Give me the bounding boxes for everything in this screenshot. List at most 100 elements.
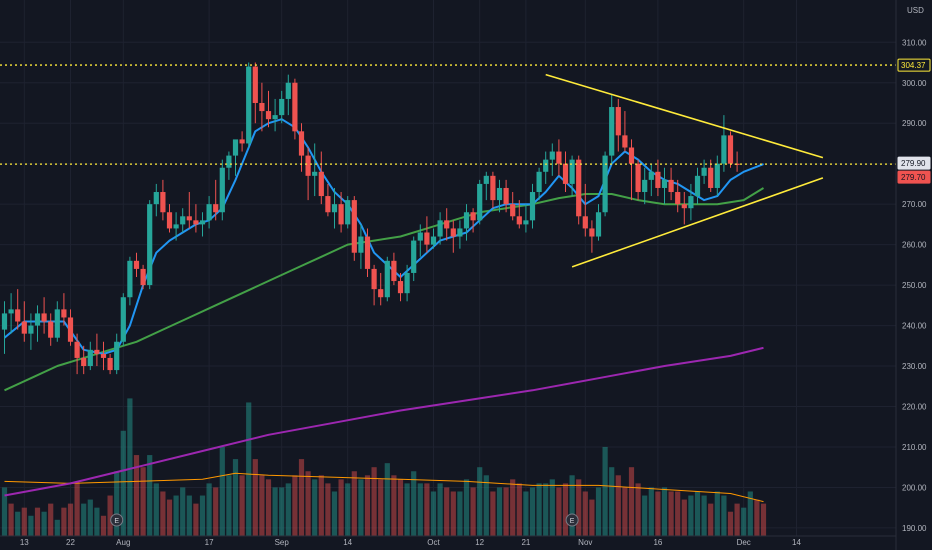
- candle-body[interactable]: [384, 260, 390, 298]
- candle-body[interactable]: [734, 163, 740, 165]
- candle-body[interactable]: [424, 232, 430, 245]
- candle-body[interactable]: [378, 289, 384, 298]
- candle-body[interactable]: [140, 268, 146, 286]
- candle-body[interactable]: [186, 216, 192, 221]
- candle-body[interactable]: [219, 167, 225, 213]
- candle-body[interactable]: [67, 317, 74, 342]
- candle-body[interactable]: [701, 167, 707, 176]
- candle-body[interactable]: [285, 82, 291, 99]
- candle-body[interactable]: [94, 349, 100, 354]
- candle-body[interactable]: [292, 82, 298, 132]
- candle-body[interactable]: [417, 232, 423, 241]
- candles[interactable]: [1, 62, 740, 375]
- candle-body[interactable]: [510, 204, 516, 217]
- candle-body[interactable]: [536, 171, 542, 193]
- candle-body[interactable]: [153, 192, 159, 205]
- candle-body[interactable]: [305, 155, 311, 176]
- candle-body[interactable]: [549, 151, 555, 160]
- candle-body[interactable]: [1, 313, 8, 330]
- candle-body[interactable]: [54, 309, 60, 338]
- candle-body[interactable]: [470, 212, 476, 221]
- candle-body[interactable]: [655, 171, 661, 188]
- candle-body[interactable]: [668, 179, 674, 193]
- candle-body[interactable]: [107, 357, 113, 371]
- candle-body[interactable]: [81, 357, 87, 367]
- trendline[interactable]: [545, 73, 824, 159]
- candle-body[interactable]: [694, 175, 701, 197]
- candle-body[interactable]: [503, 187, 509, 205]
- candle-body[interactable]: [562, 163, 569, 184]
- candle-body[interactable]: [246, 66, 252, 144]
- candle-body[interactable]: [279, 98, 285, 116]
- candle-body[interactable]: [556, 151, 562, 164]
- candle-body[interactable]: [298, 131, 305, 156]
- price-axis[interactable]: 190.00 200.00 210.00 220.00 230.00 240.00 250.…: [895, 0, 931, 550]
- candle-body[interactable]: [437, 220, 443, 237]
- candle-body[interactable]: [173, 224, 179, 229]
- candle-body[interactable]: [582, 216, 588, 229]
- candle-body[interactable]: [543, 159, 549, 172]
- candle-body[interactable]: [523, 220, 529, 225]
- candle-body[interactable]: [180, 216, 186, 225]
- candle-body[interactable]: [160, 192, 166, 213]
- candle-body[interactable]: [41, 313, 47, 322]
- candle-body[interactable]: [34, 313, 41, 326]
- candle-body[interactable]: [609, 107, 615, 156]
- candle-body[interactable]: [397, 281, 404, 294]
- candle-body[interactable]: [120, 297, 126, 342]
- candle-body[interactable]: [490, 175, 496, 201]
- candle-body[interactable]: [351, 200, 357, 253]
- candle-body[interactable]: [569, 159, 575, 184]
- candle-body[interactable]: [199, 220, 206, 225]
- candle-body[interactable]: [576, 159, 582, 217]
- candle-body[interactable]: [61, 309, 67, 318]
- candle-body[interactable]: [615, 107, 621, 136]
- candle-body[interactable]: [483, 175, 489, 184]
- candle-body[interactable]: [48, 321, 54, 338]
- candle-body[interactable]: [166, 212, 173, 229]
- candle-body[interactable]: [312, 171, 318, 176]
- candle-body[interactable]: [21, 321, 27, 334]
- candle-body[interactable]: [602, 155, 608, 213]
- earnings-marker[interactable]: [565, 513, 579, 527]
- trendlines[interactable]: [545, 73, 824, 268]
- candle-body[interactable]: [721, 135, 727, 164]
- candle-body[interactable]: [206, 204, 212, 221]
- candle-body[interactable]: [496, 187, 503, 201]
- candle-body[interactable]: [325, 196, 331, 213]
- time-axis[interactable]: 13 22 Aug 17 Sep 14 Oct 12 21 Nov 16 Dec 14: [0, 535, 896, 547]
- candle-body[interactable]: [8, 309, 14, 314]
- candle-body[interactable]: [87, 349, 93, 367]
- candle-body[interactable]: [589, 228, 595, 237]
- candle-body[interactable]: [688, 196, 694, 209]
- candle-body[interactable]: [708, 167, 714, 188]
- candle-body[interactable]: [642, 179, 648, 193]
- candle-body[interactable]: [226, 155, 232, 168]
- candle-body[interactable]: [28, 325, 34, 334]
- candle-body[interactable]: [265, 111, 272, 120]
- candle-body[interactable]: [193, 220, 199, 225]
- candle-body[interactable]: [648, 171, 654, 180]
- candle-body[interactable]: [239, 139, 245, 144]
- candle-body[interactable]: [114, 341, 120, 371]
- candle-body[interactable]: [675, 192, 681, 205]
- candle-body[interactable]: [477, 183, 483, 221]
- candle-body[interactable]: [127, 260, 133, 298]
- candle-body[interactable]: [371, 268, 377, 290]
- candle-body[interactable]: [595, 212, 602, 237]
- candle-body[interactable]: [628, 147, 635, 164]
- trendline[interactable]: [571, 177, 824, 268]
- candle-body[interactable]: [463, 212, 470, 229]
- candle-body[interactable]: [622, 135, 628, 148]
- horizontal-levels[interactable]: [0, 64, 896, 165]
- earnings-marker[interactable]: [110, 513, 124, 527]
- candle-body[interactable]: [232, 139, 239, 156]
- candle-body[interactable]: [272, 115, 278, 120]
- candle-body[interactable]: [345, 200, 351, 225]
- candle-body[interactable]: [252, 66, 258, 103]
- candle-body[interactable]: [404, 272, 410, 294]
- candle-body[interactable]: [259, 102, 265, 112]
- candle-body[interactable]: [661, 179, 668, 188]
